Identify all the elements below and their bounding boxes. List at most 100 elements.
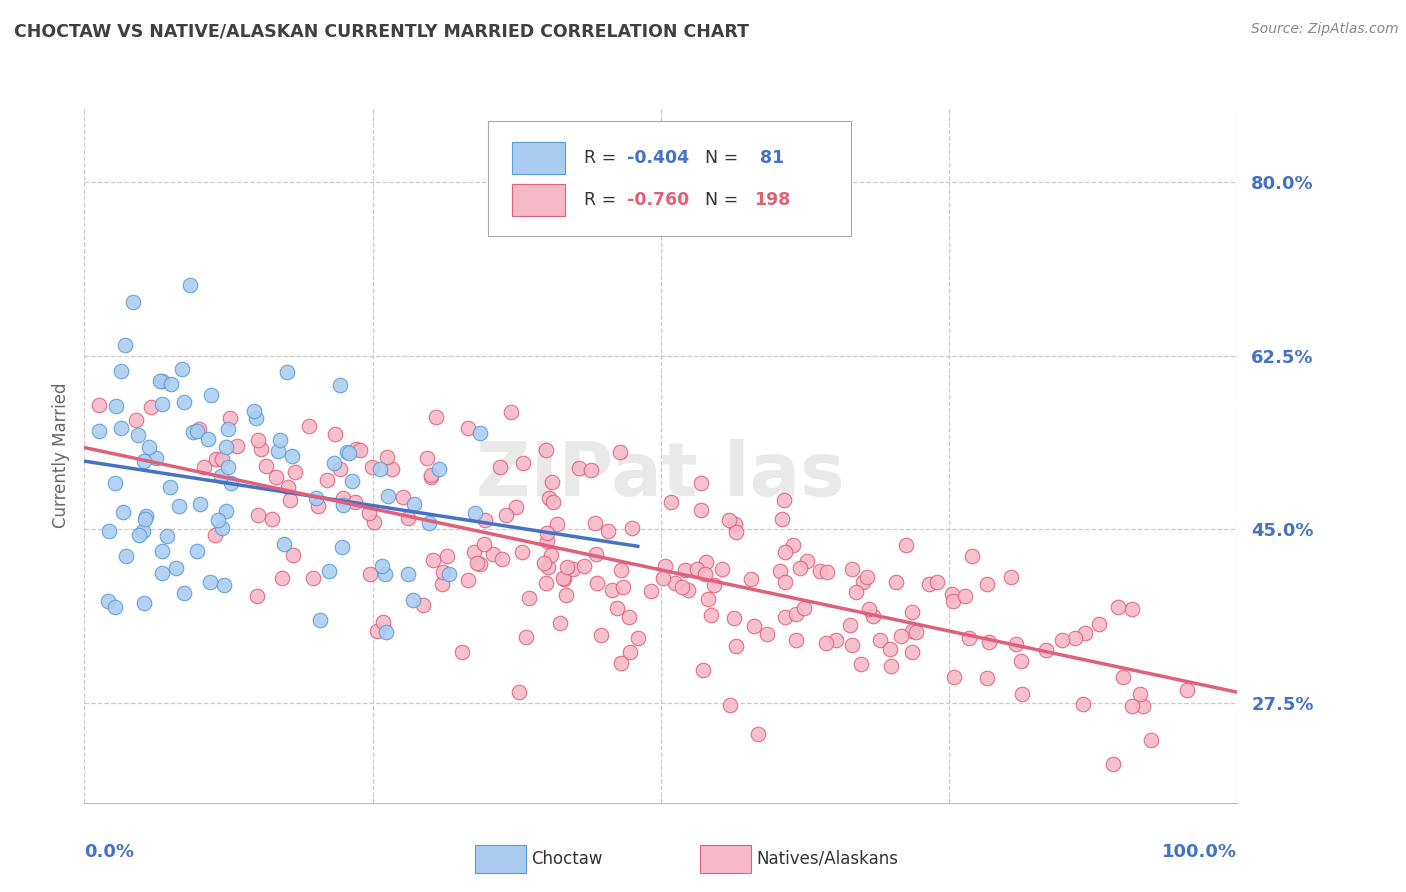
Point (540, 548, 562, 562)
Point (537, 560, 560, 574)
Point (170, 362, 193, 376)
Point (214, 577, 236, 591)
Point (925, 575, 948, 590)
Point (396, 566, 419, 581)
Point (204, 452, 226, 467)
Point (110, 421, 132, 435)
Point (412, 598, 434, 612)
Point (432, 565, 454, 579)
Point (862, 608, 884, 623)
Point (281, 449, 304, 463)
Point (150, 397, 173, 411)
Text: N =: N = (704, 191, 744, 209)
Point (976, 577, 998, 591)
Point (586, 575, 609, 590)
Point (1107, 599, 1129, 614)
Point (254, 459, 277, 474)
Point (1073, 697, 1095, 711)
Point (188, 497, 211, 511)
Point (678, 583, 700, 598)
Point (209, 469, 232, 483)
Point (470, 426, 492, 441)
Point (104, 600, 127, 615)
Point (673, 563, 696, 577)
Point (247, 434, 270, 448)
Point (551, 571, 574, 585)
Point (718, 513, 741, 527)
Point (718, 698, 741, 713)
Point (381, 462, 404, 476)
Point (619, 645, 641, 659)
Point (724, 524, 747, 539)
Point (773, 545, 796, 559)
Point (419, 470, 441, 484)
Point (1052, 633, 1074, 648)
Point (825, 633, 848, 648)
Point (159, 377, 181, 392)
Point (457, 573, 479, 587)
Point (700, 608, 723, 623)
Point (1175, 683, 1198, 698)
Point (1121, 698, 1143, 713)
Point (128, 528, 150, 542)
Point (278, 492, 301, 507)
Point (1088, 617, 1111, 632)
Point (98, 524, 121, 538)
Point (307, 499, 329, 513)
Point (217, 459, 239, 474)
Text: ZIPat las: ZIPat las (477, 439, 845, 512)
Point (488, 459, 510, 474)
Point (377, 489, 399, 503)
Point (1064, 631, 1087, 645)
Point (814, 636, 837, 650)
Text: 198: 198 (754, 191, 790, 209)
Point (298, 419, 321, 434)
Point (150, 374, 173, 388)
Point (127, 427, 149, 442)
Point (849, 657, 872, 671)
Point (664, 576, 686, 591)
Point (260, 512, 283, 526)
Point (1011, 687, 1033, 701)
Point (979, 635, 1001, 649)
Point (138, 440, 160, 454)
Point (150, 566, 173, 580)
Point (841, 562, 863, 576)
Point (149, 374, 172, 388)
Point (359, 567, 381, 582)
Point (281, 548, 304, 562)
Text: 100.0%: 100.0% (1163, 843, 1237, 861)
Point (200, 575, 222, 590)
Point (659, 495, 682, 509)
Point (463, 544, 485, 558)
Point (332, 491, 354, 505)
Point (246, 508, 269, 522)
Point (579, 463, 602, 477)
Point (264, 470, 287, 484)
Point (744, 619, 766, 633)
Point (217, 422, 239, 436)
Point (671, 580, 693, 594)
Point (165, 560, 187, 574)
Point (550, 615, 572, 630)
Point (789, 561, 811, 575)
Point (901, 605, 924, 619)
Point (710, 562, 733, 576)
Point (336, 444, 359, 458)
Point (97, 594, 120, 608)
Point (87, 424, 110, 438)
Point (361, 459, 384, 474)
Point (104, 399, 127, 413)
Point (543, 495, 565, 509)
Y-axis label: Currently Married: Currently Married (52, 382, 70, 528)
Point (725, 640, 748, 654)
Point (512, 456, 534, 470)
Point (132, 454, 155, 468)
Point (468, 557, 491, 571)
Point (427, 461, 450, 475)
Point (359, 507, 381, 521)
Point (173, 585, 195, 599)
Point (167, 499, 190, 513)
Text: R =: R = (583, 191, 621, 209)
Point (430, 576, 453, 591)
